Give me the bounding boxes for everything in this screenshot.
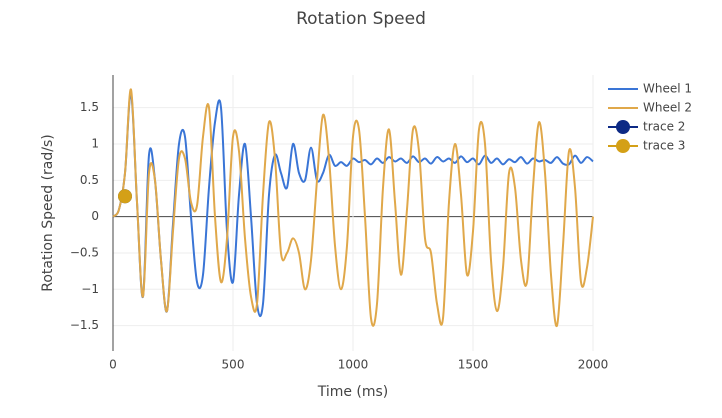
legend-label: trace 3 [643, 139, 685, 153]
legend-marker [616, 120, 630, 134]
marker [118, 189, 132, 204]
legend-marker [616, 139, 630, 153]
y-tick-label: 1 [91, 137, 99, 151]
x-tick-label: 500 [222, 358, 245, 372]
y-tick-label: 0 [91, 209, 99, 223]
legend-label: Wheel 2 [643, 101, 692, 115]
x-tick-label: 1000 [338, 358, 369, 372]
line [112, 92, 594, 318]
legend-label: trace 2 [643, 120, 685, 134]
line [112, 88, 594, 327]
y-tick-label: 0.5 [80, 173, 99, 187]
y-tick-label: 1.5 [80, 100, 99, 114]
x-tick-label: 2000 [578, 358, 609, 372]
legend-label: Wheel 1 [643, 82, 692, 96]
y-tick-label: −0.5 [70, 245, 99, 259]
x-tick-label: 0 [109, 358, 117, 372]
y-tick-label: −1.5 [70, 318, 99, 332]
y-tick-label: −1 [81, 282, 99, 296]
x-tick-label: 1500 [458, 358, 489, 372]
chart-title: Rotation Speed [296, 9, 426, 29]
x-axis-title: Time (ms) [317, 384, 389, 400]
y-axis-title: Rotation Speed (rad/s) [40, 134, 56, 292]
